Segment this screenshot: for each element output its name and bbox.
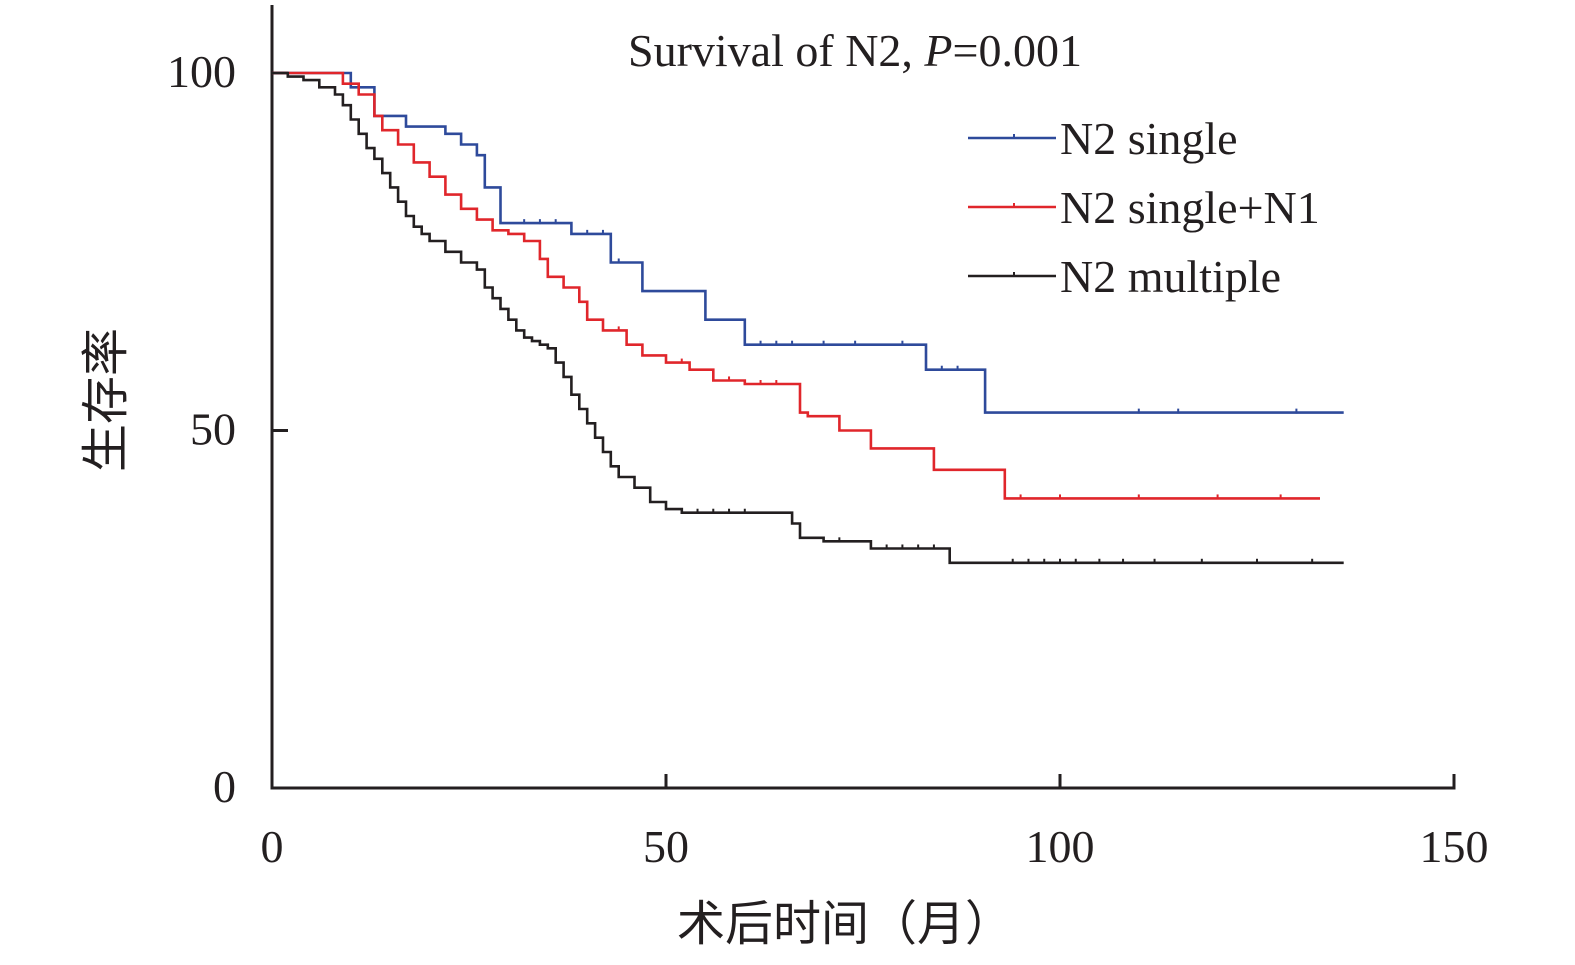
series-layer	[272, 71, 1344, 565]
series-2	[272, 71, 1320, 500]
legend-item: N2 single+N1	[968, 182, 1320, 233]
chart-title-p: P	[923, 25, 952, 76]
x-tick-label: 150	[1420, 821, 1489, 872]
x-axis-label: 术后时间（月）	[677, 898, 1013, 951]
y-tick-label: 0	[213, 761, 236, 812]
legend-label: N2 multiple	[1060, 251, 1281, 302]
legend-label: N2 single+N1	[1060, 182, 1320, 233]
y-tick-label: 50	[190, 404, 236, 455]
series-line	[272, 71, 1320, 500]
x-tick-label: 0	[261, 821, 284, 872]
chart-title-suffix: =0.001	[953, 25, 1082, 76]
x-tick-label: 50	[643, 821, 689, 872]
legend: N2 single N2 single+N1 N2 multiple	[968, 113, 1320, 302]
x-tick-label: 100	[1026, 821, 1095, 872]
axes: 0 50 100 150 0 50 100	[167, 5, 1489, 872]
legend-item: N2 single	[968, 113, 1238, 164]
series-line	[272, 71, 1344, 414]
series-3	[272, 71, 1344, 565]
y-tick-label: 100	[167, 46, 236, 97]
y-axis-label: 生存率	[80, 328, 133, 472]
series-1	[272, 71, 1344, 414]
chart-title: Survival of N2, P=0.001	[628, 25, 1082, 76]
legend-item: N2 multiple	[968, 251, 1281, 302]
legend-label: N2 single	[1060, 113, 1238, 164]
chart-title-prefix: Survival of N2,	[628, 25, 924, 76]
